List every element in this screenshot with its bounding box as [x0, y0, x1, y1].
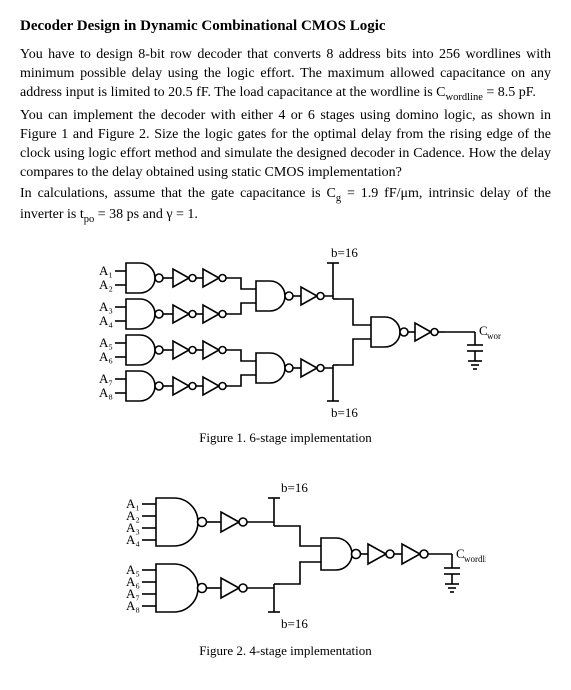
- figure-2-svg: b=16 A₁ A₂ A₃ A₄ A₅ A₆ A₇ A₈: [86, 478, 486, 638]
- fig2-b-top: b=16: [281, 480, 308, 495]
- fig1-b-bot: b=16: [331, 405, 358, 420]
- p3-a: In calculations, assume that the gate ca…: [20, 186, 336, 201]
- fig2-cap-sub: wordline: [464, 554, 486, 564]
- fig1-in-A8: A₈: [99, 385, 113, 400]
- fig1-cap-sub: wordline: [487, 331, 501, 341]
- fig1-in-A4: A₄: [99, 313, 113, 328]
- fig2-in-A4: A₄: [126, 532, 140, 547]
- fig1-in-A7: A₇: [99, 371, 113, 386]
- p1-b: = 8.5 pF.: [483, 85, 536, 100]
- fig1-in-A1: A₁: [99, 263, 113, 278]
- figure-1-svg: b=16 A₁ A₂ A₃ A₄ A₅ A₆ A₇ A₈: [71, 245, 501, 425]
- fig2-in-A8: A₈: [126, 598, 140, 613]
- paragraph-2: You can implement the decoder with eithe…: [20, 107, 551, 183]
- fig1-in-A6: A₆: [99, 349, 113, 364]
- fig1-in-A2: A₂: [99, 277, 113, 292]
- page-title: Decoder Design in Dynamic Combinational …: [20, 16, 551, 36]
- p1-sub1: wordline: [446, 92, 483, 103]
- figure-1-caption: Figure 1. 6-stage implementation: [199, 429, 372, 447]
- figure-1: b=16 A₁ A₂ A₃ A₄ A₅ A₆ A₇ A₈: [20, 245, 551, 461]
- fig1-in-A5: A₅: [99, 335, 113, 350]
- fig1-in-A3: A₃: [99, 299, 113, 314]
- p3-c: = 38 ps and γ = 1.: [94, 207, 198, 222]
- p3-sub2: po: [84, 213, 95, 224]
- paragraph-3: In calculations, assume that the gate ca…: [20, 185, 551, 227]
- figure-2-caption: Figure 2. 4-stage implementation: [199, 642, 372, 660]
- paragraph-1: You have to design 8-bit row decoder tha…: [20, 46, 551, 105]
- fig2-b-bot: b=16: [281, 616, 308, 631]
- fig1-b-top: b=16: [331, 245, 358, 260]
- figure-2: b=16 A₁ A₂ A₃ A₄ A₅ A₆ A₇ A₈: [20, 478, 551, 674]
